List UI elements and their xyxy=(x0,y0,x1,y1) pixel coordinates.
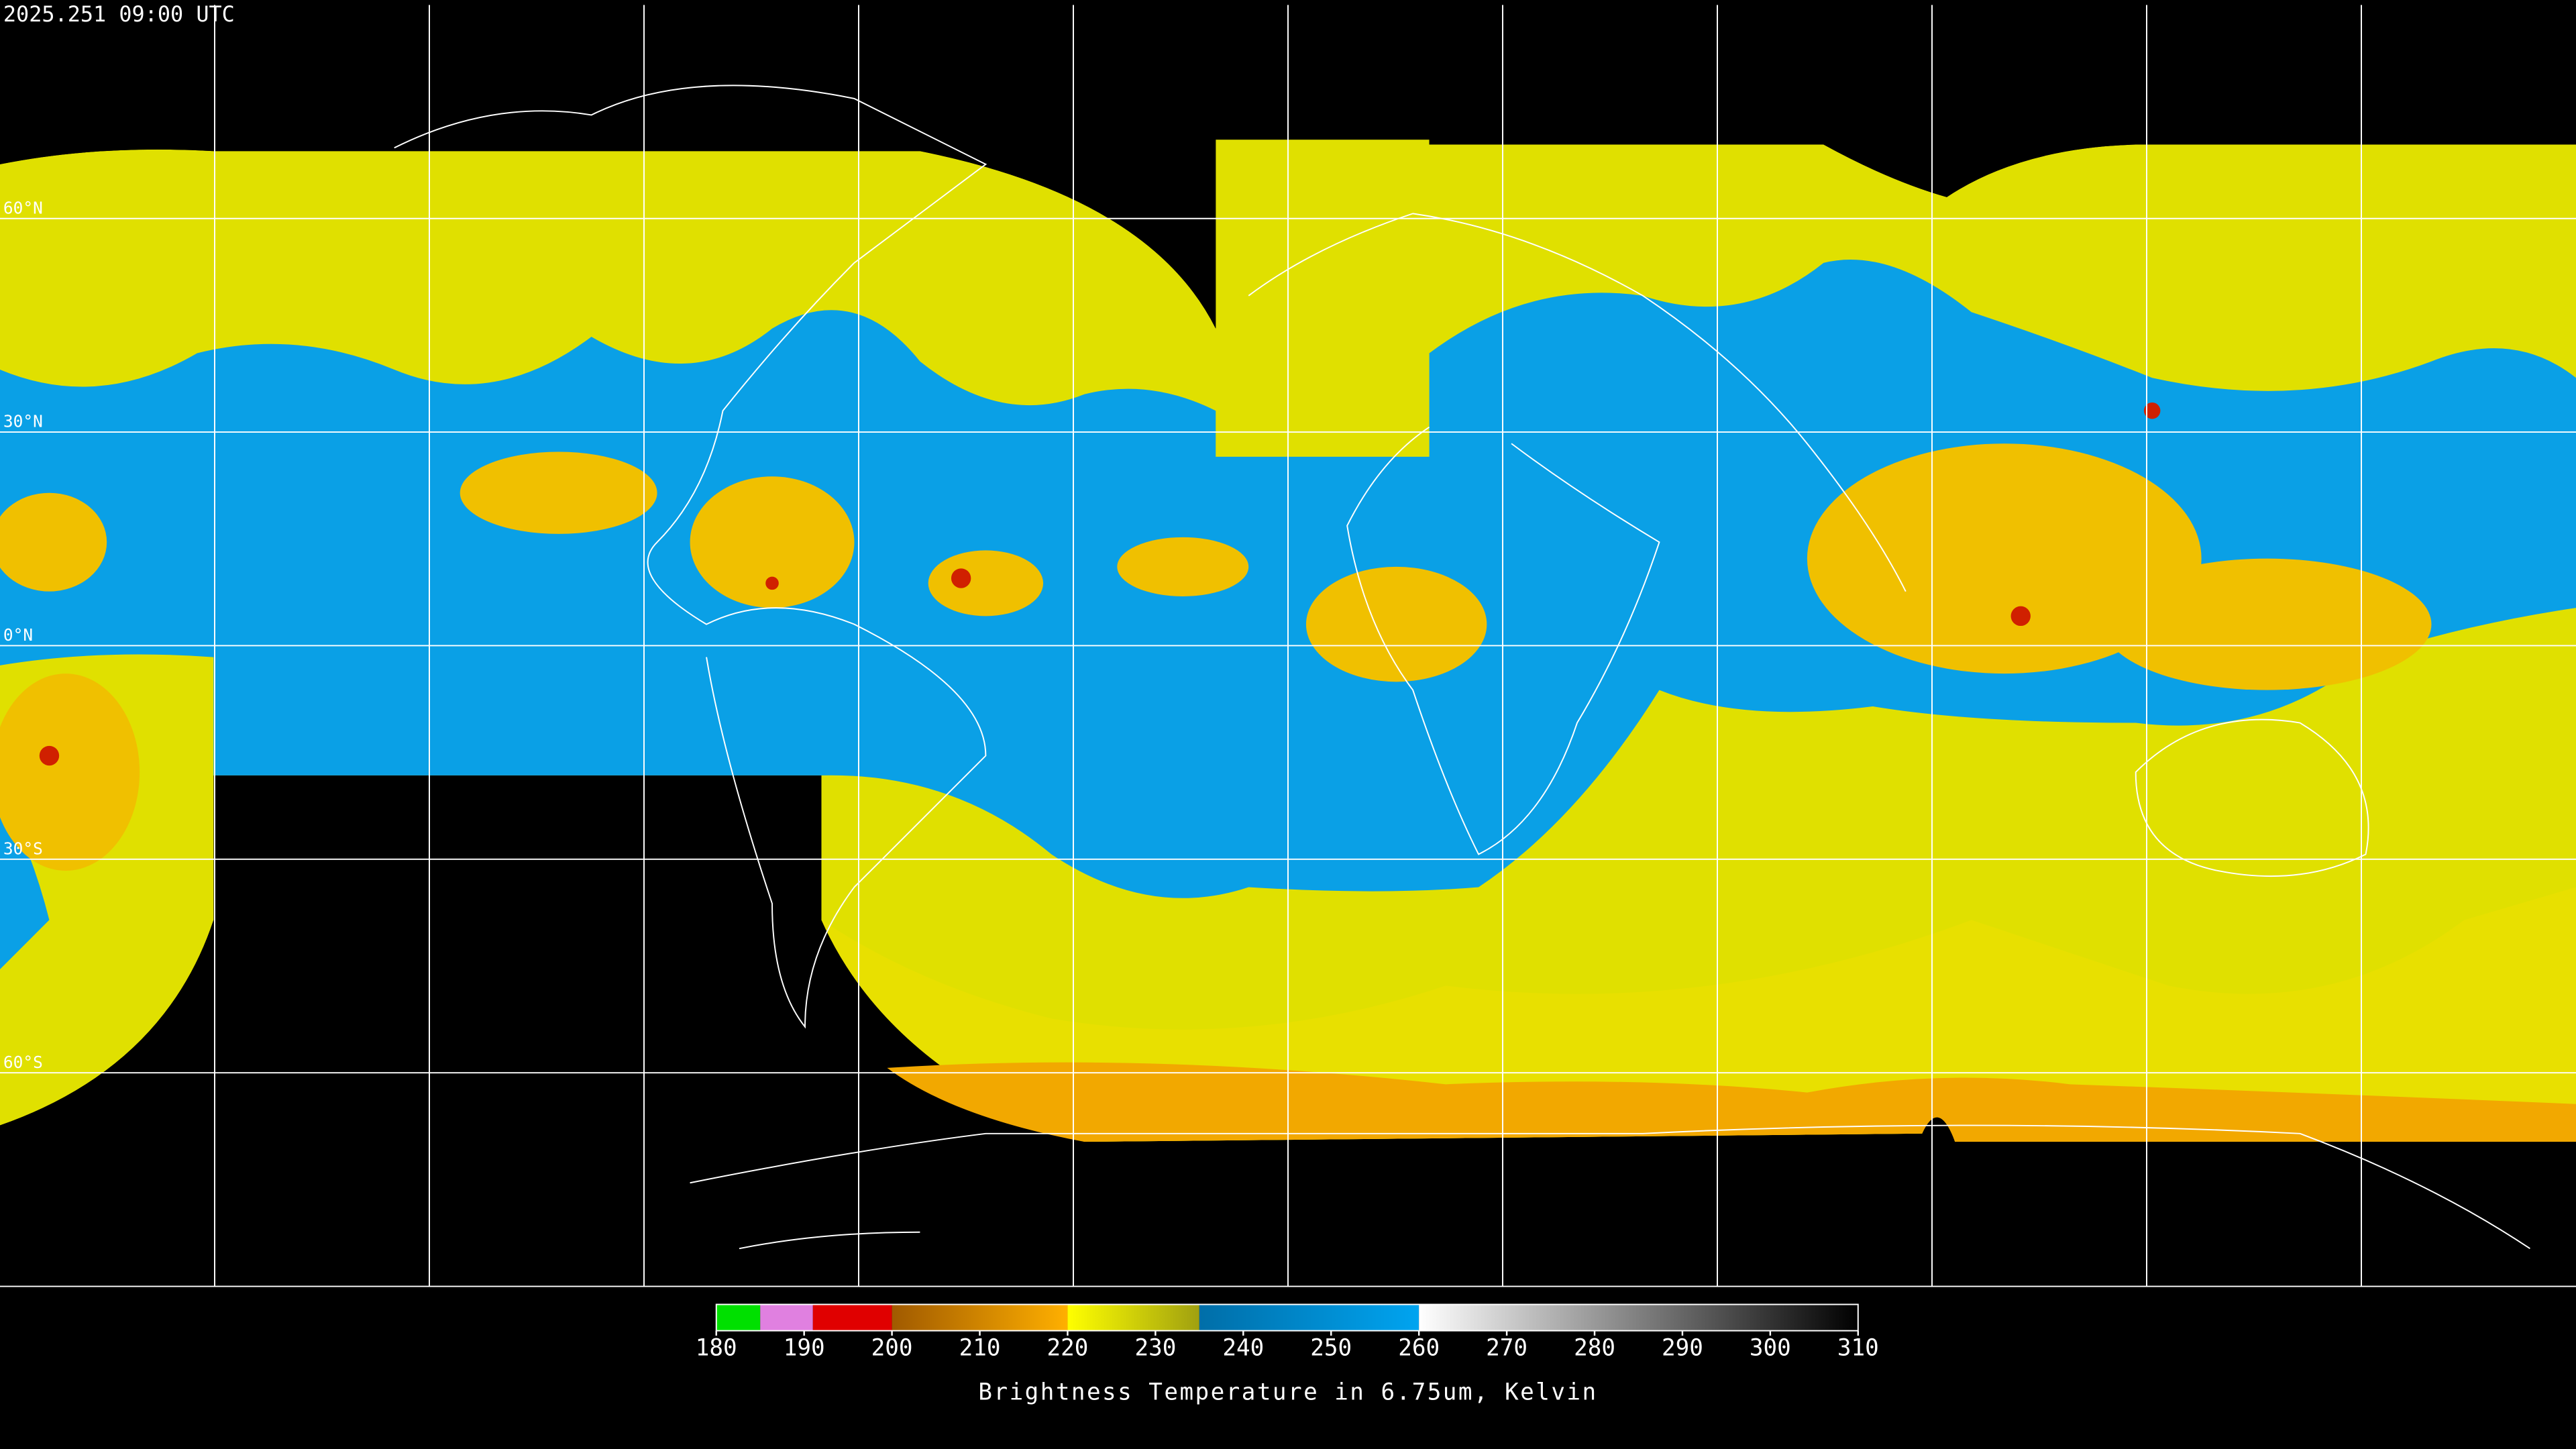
colorbar: 180 190 200 210 220 230 240 250 260 270 280 290 300 3… xyxy=(696,1303,1879,1361)
colorbar-tick-label: 180 xyxy=(696,1334,737,1361)
colorbar-tick-label: 310 xyxy=(1837,1334,1879,1361)
convection xyxy=(0,443,2432,871)
colorbar-segment xyxy=(892,1304,1068,1331)
latitude-label: 60°N xyxy=(3,198,43,217)
colorbar-tick-label: 280 xyxy=(1574,1334,1615,1361)
colorbar-tick-label: 260 xyxy=(1398,1334,1440,1361)
colorbar-frame xyxy=(715,1303,1859,1332)
cloud-cluster xyxy=(0,492,107,592)
colorbar-tick-label: 270 xyxy=(1486,1334,1527,1361)
latitude-label: 30°N xyxy=(3,412,43,431)
colorbar-tick-label: 250 xyxy=(1310,1334,1352,1361)
no-data xyxy=(0,920,214,1287)
colorbar-tick-label: 190 xyxy=(784,1334,825,1361)
storm-core xyxy=(2010,606,2031,627)
cloud-cluster xyxy=(928,550,1044,616)
cloud-cluster xyxy=(1117,537,1249,596)
colorbar-segment xyxy=(760,1304,813,1331)
colorbar-segment xyxy=(1067,1304,1199,1331)
colorbar-segment xyxy=(1199,1304,1419,1331)
latitude-label: 60°S xyxy=(3,1053,43,1072)
colorbar-tick-label: 210 xyxy=(959,1334,1001,1361)
cloud-cluster xyxy=(2102,558,2432,690)
colorbar-tick-label: 240 xyxy=(1222,1334,1264,1361)
colorbar-tick-label: 230 xyxy=(1134,1334,1176,1361)
colorbar-segment xyxy=(812,1304,892,1331)
storm-core xyxy=(39,745,60,766)
cloud-cluster xyxy=(1807,443,2202,674)
eurasia-africa-coast xyxy=(1248,213,1907,855)
storm-core xyxy=(951,568,971,588)
latitude-label: 0°N xyxy=(3,625,33,645)
cloud-cluster xyxy=(1305,566,1487,682)
antarctica-coast xyxy=(690,1124,2530,1250)
colorbar-tick-label: 220 xyxy=(1047,1334,1089,1361)
colorbar-segment xyxy=(1419,1304,1858,1331)
colorbar-tick-label: 200 xyxy=(871,1334,913,1361)
deep-convection xyxy=(39,402,2161,766)
latitude-label: 30°S xyxy=(3,839,43,858)
coastlines xyxy=(394,85,2530,1250)
storm-core xyxy=(765,576,779,590)
storm-core xyxy=(2143,402,2161,419)
colorbar-tick-label: 300 xyxy=(1750,1334,1791,1361)
australia-coast xyxy=(2135,718,2369,877)
cloud-cluster xyxy=(690,476,855,608)
colorbar-tick-label: 290 xyxy=(1662,1334,1703,1361)
americas-coast xyxy=(394,85,987,1029)
timestamp: 2025.251 09:00 UTC xyxy=(3,1,235,27)
cloud-cluster xyxy=(0,674,140,871)
colorbar-segment xyxy=(716,1304,761,1331)
colorbar-label: Brightness Temperature in 6.75um, Kelvin xyxy=(978,1379,1597,1406)
graticule xyxy=(0,5,2576,1287)
cloud-cluster xyxy=(460,451,657,534)
cold-band xyxy=(887,1062,2576,1142)
